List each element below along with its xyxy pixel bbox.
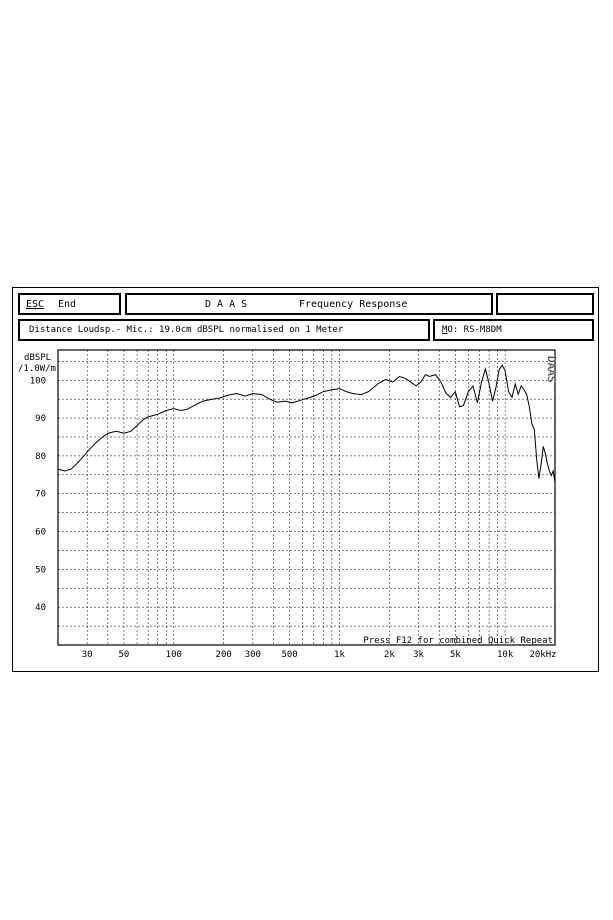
app-name: D A A S — [205, 299, 248, 310]
page-title: Frequency Response — [299, 299, 408, 310]
y-tick-label: 90 — [35, 414, 46, 424]
model-box: MO: RS-M8DM — [433, 319, 594, 341]
y-axis-label-unit: dBSPL — [24, 353, 51, 363]
daas-watermark: DAAS — [545, 356, 558, 383]
x-tick-label: 50 — [119, 650, 130, 660]
grid — [58, 350, 555, 646]
x-tick-label: 1k — [334, 650, 345, 660]
repeat-hint: Press F12 for combined Quick Repeat — [363, 636, 553, 646]
x-tick-label: 3k — [413, 650, 424, 660]
y-tick-label: 50 — [35, 565, 46, 575]
y-tick-label: 70 — [35, 490, 46, 500]
y-tick-label: 60 — [35, 528, 46, 538]
model-info: MO: RS-M8DM — [442, 326, 502, 335]
x-tick-label: 500 — [281, 650, 297, 660]
x-tick-label: 200 — [216, 650, 232, 660]
x-tick-label: 2k — [384, 650, 395, 660]
x-tick-label: 5k — [450, 650, 461, 660]
x-tick-labels: 30 50 100 200 300 500 1k 2k 3k 5k 10k 20kHz — [82, 650, 557, 660]
y-tick-label: 40 — [35, 603, 46, 613]
y-axis-label-ref: /1.0W/m — [18, 364, 56, 374]
x-tick-label: 100 — [166, 650, 182, 660]
end-menu-item[interactable]: End — [58, 299, 77, 310]
x-tick-label: 30 — [82, 650, 93, 660]
y-tick-label: 80 — [35, 452, 46, 462]
x-tick-label: 10k — [497, 650, 514, 660]
x-tick-label: 300 — [245, 650, 261, 660]
title-box: D A A S Frequency Response — [125, 293, 493, 315]
model-name: O: RS-M8DM — [447, 325, 502, 335]
status-box — [496, 293, 594, 315]
daas-frame: ESC End D A A S Frequency Response Dista… — [12, 287, 599, 672]
model-key[interactable]: M — [442, 325, 448, 335]
measurement-info: Distance Loudsp.- Mic.: 19.0cm dBSPL nor… — [29, 325, 344, 335]
y-tick-labels: 40 50 60 70 80 90 100 — [30, 376, 46, 613]
y-tick-label: 100 — [30, 376, 46, 386]
x-tick-label: 20kHz — [529, 650, 556, 660]
measurement-box: Distance Loudsp.- Mic.: 19.0cm dBSPL nor… — [18, 319, 430, 341]
menu-box: ESC End — [18, 293, 121, 315]
plot-border — [57, 349, 556, 646]
response-curve — [57, 364, 556, 483]
esc-key[interactable]: ESC — [26, 299, 45, 310]
